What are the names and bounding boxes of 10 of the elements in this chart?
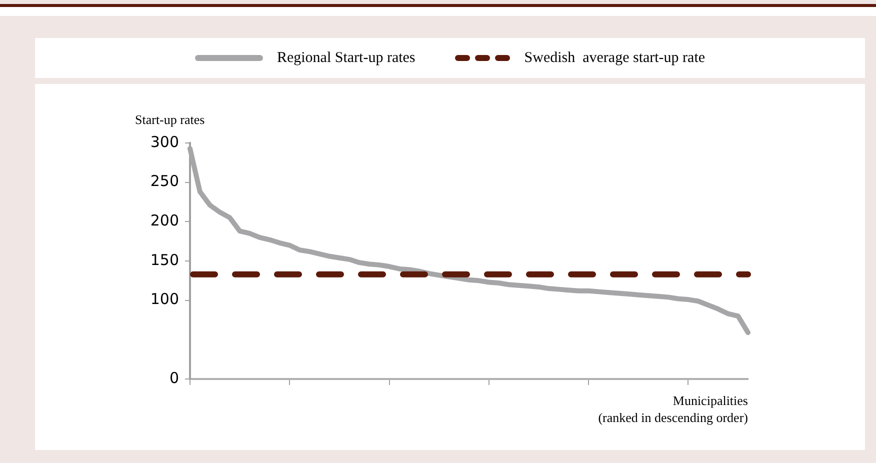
y-tick-label: 200 bbox=[150, 212, 179, 230]
y-tick-label: 300 bbox=[150, 132, 179, 151]
legend-label: Swedish average start-up rate bbox=[524, 50, 706, 66]
y-tick-label: 0 bbox=[169, 368, 179, 387]
legend-label: Regional Start-up rates bbox=[276, 50, 416, 66]
x-axis-title: Municipalities (ranked in descending order) bbox=[598, 392, 748, 426]
y-tick-label: 100 bbox=[150, 290, 179, 308]
y-axis-title: Start-up rates bbox=[135, 112, 205, 128]
y-tick-label: 150 bbox=[150, 250, 179, 269]
y-tick-label: 250 bbox=[150, 172, 179, 190]
